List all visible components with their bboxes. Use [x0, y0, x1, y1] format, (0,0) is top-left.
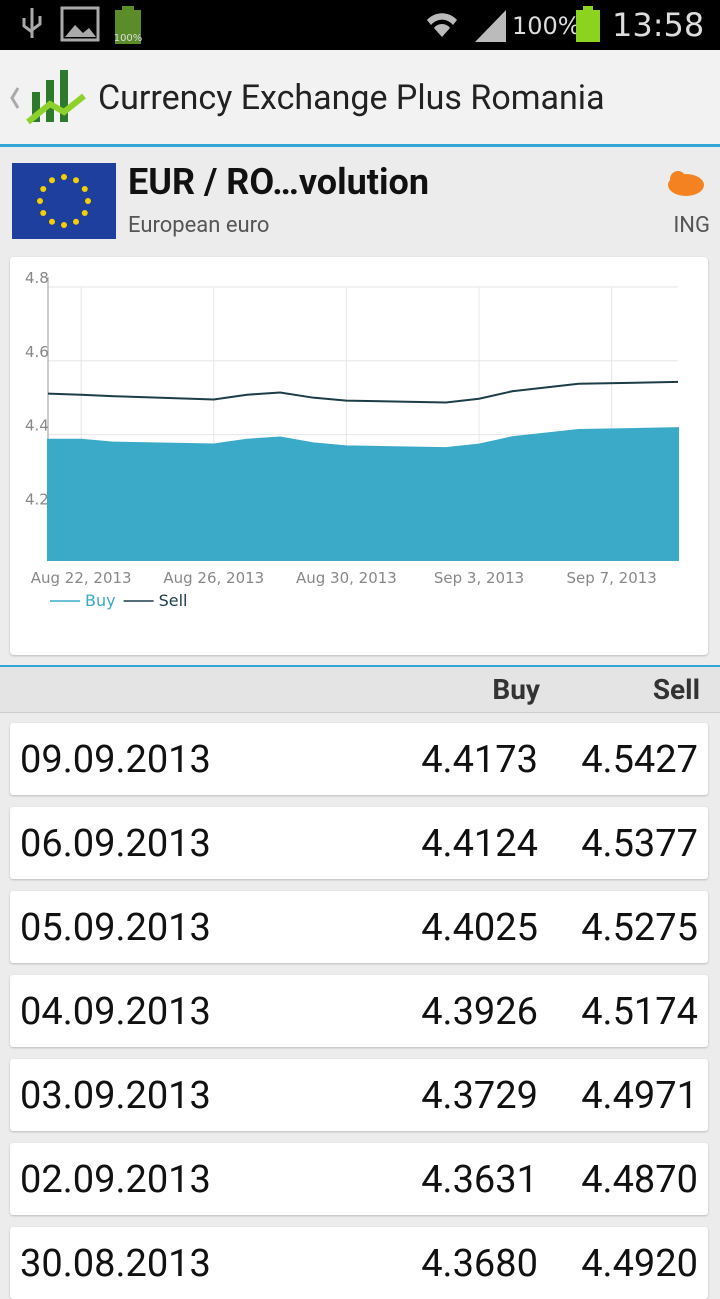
- y-tick-label: 4.4: [25, 417, 49, 435]
- row-sell: 4.5427: [581, 738, 698, 782]
- row-sell: 4.4971: [581, 1074, 698, 1118]
- row-date: 06.09.2013: [20, 822, 211, 866]
- status-icons: 100% 100% 13:58: [22, 6, 704, 44]
- app-icon[interactable]: [0, 50, 100, 144]
- pair-subtitle: European euro: [128, 213, 270, 238]
- rate-row[interactable]: 02.09.2013 4.3631 4.4870: [10, 1143, 708, 1215]
- row-buy: 4.4025: [421, 906, 538, 950]
- battery-percent: 100%: [512, 12, 581, 40]
- app-bar: Currency Exchange Plus Romania: [0, 50, 720, 147]
- row-buy: 4.3729: [421, 1074, 538, 1118]
- legend-label: Buy: [85, 591, 116, 610]
- legend-label: Sell: [159, 591, 188, 610]
- y-tick-label: 4.2: [25, 490, 49, 508]
- app-title: Currency Exchange Plus Romania: [98, 78, 605, 118]
- row-buy: 4.4173: [421, 738, 538, 782]
- row-buy: 4.3680: [421, 1242, 538, 1286]
- row-date: 09.09.2013: [20, 738, 211, 782]
- eu-flag: [12, 163, 116, 239]
- y-tick-label: 4.8: [25, 269, 49, 287]
- chart-card: 4.2 4.4 4.6 4.8 Aug 22, 2013 Aug 26, 2013 Aug …: [10, 257, 708, 655]
- rate-row[interactable]: 05.09.2013 4.4025 4.5275: [10, 891, 708, 963]
- pair-title: EUR / RO…volution: [128, 161, 429, 203]
- area: [47, 427, 679, 561]
- x-tick-label: Aug 22, 2013: [31, 569, 132, 587]
- column-header: Sell: [652, 673, 700, 706]
- bank-name: ING: [673, 213, 710, 238]
- table-header: Buy Sell: [0, 667, 720, 713]
- clock: 13:58: [612, 6, 704, 44]
- rate-row[interactable]: 06.09.2013 4.4124 4.5377: [10, 807, 708, 879]
- row-buy: 4.3926: [421, 990, 538, 1034]
- battery-icon-label: 100%: [114, 33, 143, 44]
- y-tick-label: 4.6: [25, 343, 49, 361]
- row-date: 03.09.2013: [20, 1074, 211, 1118]
- status-bar: 100% 100% 13:58: [0, 0, 720, 50]
- row-buy: 4.3631: [421, 1158, 538, 1202]
- x-tick-label: Aug 26, 2013: [163, 569, 264, 587]
- rate-row[interactable]: 04.09.2013 4.3926 4.5174: [10, 975, 708, 1047]
- row-sell: 4.5275: [581, 906, 698, 950]
- rate-row[interactable]: 03.09.2013 4.3729 4.4971: [10, 1059, 708, 1131]
- row-date: 05.09.2013: [20, 906, 211, 950]
- bank-logo: [668, 171, 704, 196]
- x-tick-label: Sep 3, 2013: [434, 569, 524, 587]
- column-header: Buy: [492, 673, 540, 706]
- row-date: 02.09.2013: [20, 1158, 211, 1202]
- row-date: 30.08.2013: [20, 1242, 211, 1286]
- rate-row[interactable]: 30.08.2013 4.3680 4.4920: [10, 1227, 708, 1299]
- separator: [0, 665, 720, 667]
- x-tick-label: Sep 7, 2013: [567, 569, 657, 587]
- x-tick-label: Aug 30, 2013: [296, 569, 397, 587]
- row-date: 04.09.2013: [20, 990, 211, 1034]
- row-sell: 4.4920: [581, 1242, 698, 1286]
- currency-header: EUR / RO…volution European euro ING: [0, 147, 720, 251]
- row-sell: 4.5377: [581, 822, 698, 866]
- row-buy: 4.4124: [421, 822, 538, 866]
- row-sell: 4.5174: [581, 990, 698, 1034]
- row-sell: 4.4870: [581, 1158, 698, 1202]
- line: [47, 380, 679, 404]
- chart: 4.2 4.4 4.6 4.8 Aug 22, 2013 Aug 26, 2013 Aug …: [25, 269, 679, 610]
- rate-row[interactable]: 09.09.2013 4.4173 4.5427: [10, 723, 708, 795]
